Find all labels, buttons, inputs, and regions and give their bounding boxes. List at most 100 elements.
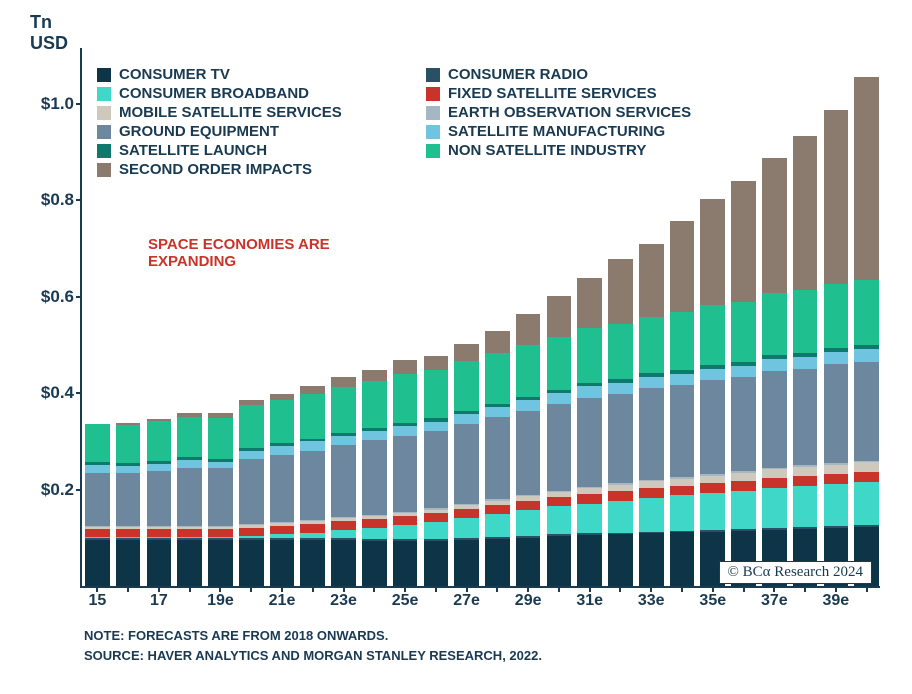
bar-segment-sat_manuf bbox=[762, 359, 787, 371]
bar-segment-second_order bbox=[362, 370, 387, 381]
bar-segment-sat_manuf bbox=[331, 436, 356, 445]
bar-column bbox=[85, 424, 110, 586]
bar-segment-ground_equip bbox=[362, 440, 387, 515]
bar-segment-second_order bbox=[854, 77, 879, 280]
bar-segment-consumer_broadband bbox=[700, 493, 725, 530]
legend-label: NON SATELLITE INDUSTRY bbox=[448, 142, 646, 159]
bar-segment-non_sat bbox=[700, 305, 725, 364]
x-tick-mark bbox=[435, 586, 437, 592]
bar-segment-sat_manuf bbox=[239, 451, 264, 460]
bar-segment-non_sat bbox=[547, 337, 572, 390]
bar-segment-consumer_tv bbox=[208, 540, 233, 586]
bar-segment-sat_manuf bbox=[485, 407, 510, 417]
bar-segment-non_sat bbox=[608, 324, 633, 379]
bar-segment-non_sat bbox=[639, 317, 664, 374]
legend-item-earth_obs: EARTH OBSERVATION SERVICES bbox=[426, 103, 755, 122]
bar-segment-ground_equip bbox=[270, 455, 295, 523]
bar-column bbox=[793, 136, 818, 586]
bar-segment-sat_manuf bbox=[270, 446, 295, 455]
bar-segment-consumer_tv bbox=[516, 538, 541, 586]
bar-segment-consumer_tv bbox=[147, 540, 172, 586]
legend-label: GROUND EQUIPMENT bbox=[119, 123, 279, 140]
bar-segment-ground_equip bbox=[454, 424, 479, 504]
bar-segment-non_sat bbox=[670, 312, 695, 370]
bar-segment-ground_equip bbox=[177, 468, 202, 526]
bar-segment-non_sat bbox=[147, 421, 172, 461]
bar-segment-consumer_tv bbox=[331, 540, 356, 586]
bar-segment-sat_manuf bbox=[177, 460, 202, 468]
bar-segment-second_order bbox=[393, 360, 418, 374]
bar-segment-sat_manuf bbox=[854, 349, 879, 362]
bar-segment-fixed_satellite bbox=[824, 474, 849, 484]
bar-segment-ground_equip bbox=[731, 377, 756, 471]
legend-swatch bbox=[426, 68, 440, 82]
bar-segment-consumer_tv bbox=[577, 535, 602, 586]
bar-segment-ground_equip bbox=[639, 388, 664, 480]
bar-column bbox=[577, 278, 602, 587]
legend-swatch bbox=[97, 144, 111, 158]
legend-label: CONSUMER BROADBAND bbox=[119, 85, 309, 102]
bar-segment-mobile_satellite bbox=[731, 473, 756, 481]
bar-column bbox=[116, 423, 141, 586]
legend-label: SATELLITE LAUNCH bbox=[119, 142, 267, 159]
bar-segment-sat_manuf bbox=[516, 400, 541, 411]
bar-segment-consumer_broadband bbox=[854, 482, 879, 524]
bar-segment-consumer_broadband bbox=[639, 498, 664, 532]
chart-container: Tn USD $0.2$0.4$0.6$0.8$1.0151719e21e23e… bbox=[0, 0, 912, 694]
legend-item-mobile_satellite: MOBILE SATELLITE SERVICES bbox=[97, 103, 426, 122]
bar-segment-sat_manuf bbox=[824, 352, 849, 364]
bar-segment-fixed_satellite bbox=[608, 491, 633, 501]
bar-segment-non_sat bbox=[731, 302, 756, 362]
bar-segment-consumer_tv bbox=[239, 540, 264, 586]
bar-segment-fixed_satellite bbox=[147, 529, 172, 537]
x-tick-label: 31e bbox=[576, 586, 603, 610]
bar-column bbox=[239, 400, 264, 586]
bar-segment-fixed_satellite bbox=[424, 513, 449, 522]
bar-segment-second_order bbox=[454, 344, 479, 361]
bar-segment-non_sat bbox=[177, 417, 202, 457]
bar-segment-sat_manuf bbox=[731, 366, 756, 378]
legend-swatch bbox=[97, 87, 111, 101]
legend-item-non_sat: NON SATELLITE INDUSTRY bbox=[426, 141, 755, 160]
bar-segment-consumer_tv bbox=[362, 541, 387, 586]
bar-column bbox=[362, 370, 387, 586]
bar-column bbox=[762, 158, 787, 586]
bar-segment-non_sat bbox=[577, 328, 602, 382]
bar-segment-second_order bbox=[762, 158, 787, 293]
bar-segment-fixed_satellite bbox=[362, 519, 387, 528]
bar-segment-mobile_satellite bbox=[762, 469, 787, 478]
y-tick-mark bbox=[76, 296, 82, 298]
bar-segment-fixed_satellite bbox=[793, 476, 818, 486]
legend-swatch bbox=[97, 125, 111, 139]
x-tick-mark bbox=[866, 586, 868, 592]
x-tick-label: 23e bbox=[330, 586, 357, 610]
bar-segment-sat_manuf bbox=[300, 441, 325, 450]
bar-segment-fixed_satellite bbox=[639, 488, 664, 498]
bar-segment-sat_manuf bbox=[793, 357, 818, 369]
y-tick-label: $0.8 bbox=[26, 190, 74, 210]
bar-segment-ground_equip bbox=[239, 459, 264, 524]
bar-segment-sat_manuf bbox=[454, 414, 479, 424]
legend-item-sat_manuf: SATELLITE MANUFACTURING bbox=[426, 122, 755, 141]
bar-segment-fixed_satellite bbox=[393, 516, 418, 525]
bar-segment-consumer_broadband bbox=[485, 514, 510, 537]
x-tick-label: 29e bbox=[515, 586, 542, 610]
bar-segment-consumer_broadband bbox=[516, 510, 541, 536]
bar-segment-consumer_broadband bbox=[824, 484, 849, 525]
bar-segment-consumer_broadband bbox=[547, 506, 572, 534]
bar-column bbox=[485, 331, 510, 586]
legend-label: SATELLITE MANUFACTURING bbox=[448, 123, 665, 140]
x-tick-mark bbox=[127, 586, 129, 592]
x-tick-label: 17 bbox=[150, 586, 168, 610]
bar-segment-second_order bbox=[547, 296, 572, 337]
legend-swatch bbox=[97, 106, 111, 120]
y-tick-label: $0.6 bbox=[26, 287, 74, 307]
bar-segment-fixed_satellite bbox=[485, 505, 510, 514]
y-tick-label: $0.4 bbox=[26, 383, 74, 403]
footer-note: NOTE: FORECASTS ARE FROM 2018 ONWARDS. bbox=[84, 628, 388, 643]
bar-segment-ground_equip bbox=[85, 473, 110, 526]
bar-segment-fixed_satellite bbox=[454, 509, 479, 518]
bar-segment-consumer_broadband bbox=[608, 501, 633, 533]
bar-segment-non_sat bbox=[516, 345, 541, 397]
bar-segment-consumer_broadband bbox=[362, 528, 387, 540]
